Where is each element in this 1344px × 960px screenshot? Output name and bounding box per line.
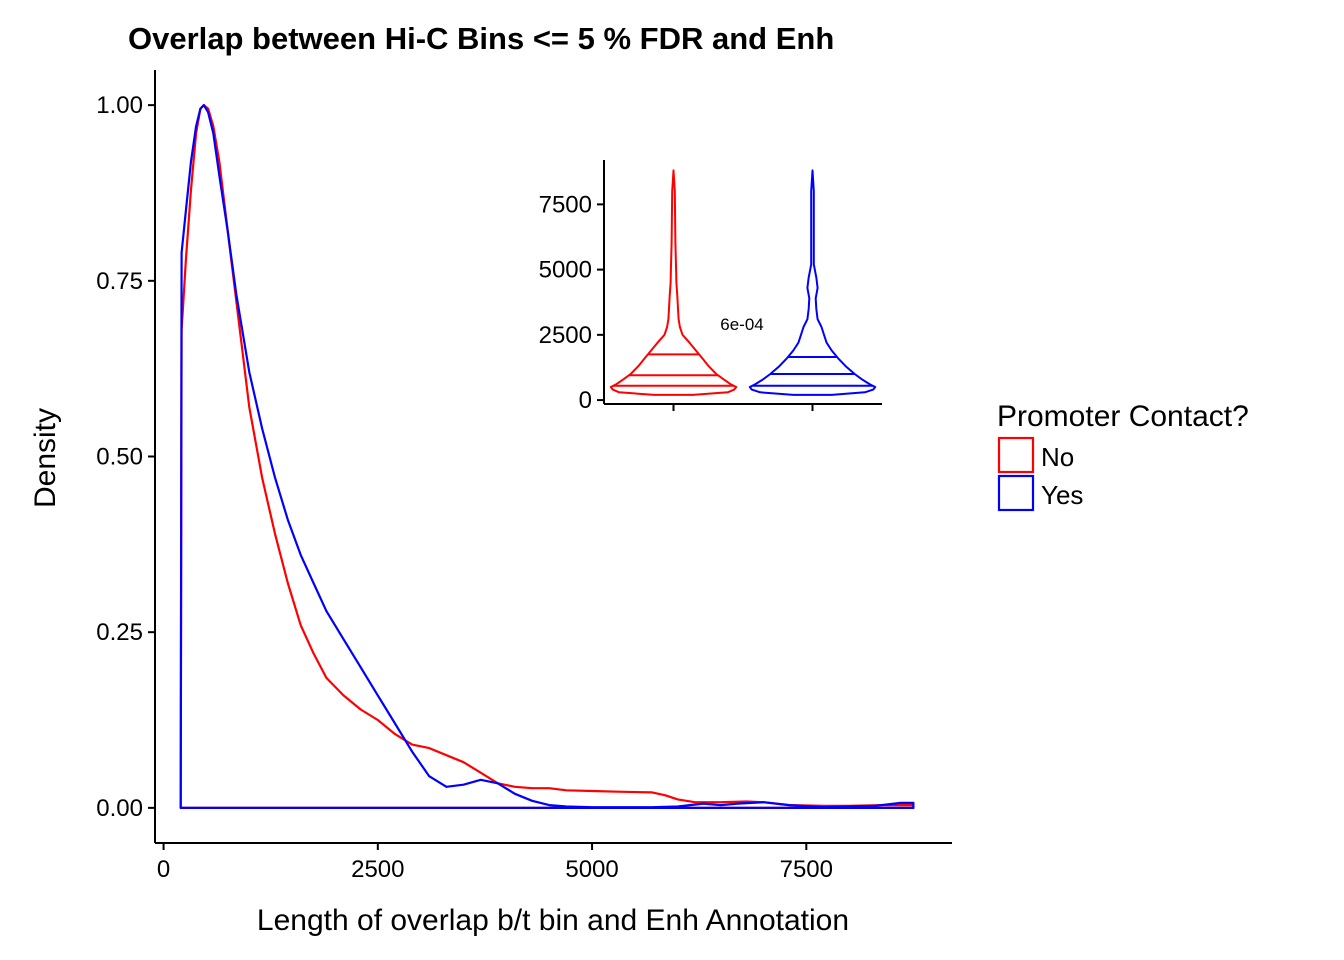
x-tick-label: 7500 [780, 856, 833, 883]
density-series-yes [179, 104, 915, 809]
legend-key-yes [997, 474, 1035, 512]
chart-title: Overlap between Hi-C Bins <= 5 % FDR and… [128, 21, 834, 56]
legend-label: Yes [1041, 480, 1083, 510]
violin-yes [748, 169, 877, 396]
y-tick-label: 0.00 [96, 795, 143, 822]
inset-y-tick-label: 7500 [539, 191, 592, 218]
x-tick-label: 0 [157, 856, 170, 883]
legend-label: No [1041, 442, 1074, 472]
y-axis-label: Density [29, 408, 62, 508]
y-tick-label: 0.25 [96, 619, 143, 646]
inset-y-tick-label: 0 [579, 387, 592, 414]
main-plot: 0.00 0.25 0.50 0.75 1.00 0 2500 5000 7500 [96, 70, 952, 883]
legend: Promoter Contact? No Yes [997, 400, 1249, 512]
violin-no [609, 169, 738, 396]
inset-y-tick-label: 5000 [539, 257, 592, 284]
y-tick-label: 0.50 [96, 444, 143, 471]
density-series-no [179, 104, 915, 809]
inset-y-tick-label: 2500 [539, 322, 592, 349]
y-tick-label: 0.75 [96, 268, 143, 295]
x-tick-label: 2500 [351, 856, 404, 883]
x-tick-label: 5000 [565, 856, 618, 883]
legend-title: Promoter Contact? [997, 400, 1249, 433]
inset-violin-plot: 0 2500 5000 7500 6e-04 [539, 160, 882, 414]
inset-p-value-annotation: 6e-04 [720, 315, 763, 334]
x-axis-label: Length of overlap b/t bin and Enh Annota… [257, 904, 849, 937]
y-tick-label: 1.00 [96, 92, 143, 119]
legend-key-no [997, 436, 1035, 474]
